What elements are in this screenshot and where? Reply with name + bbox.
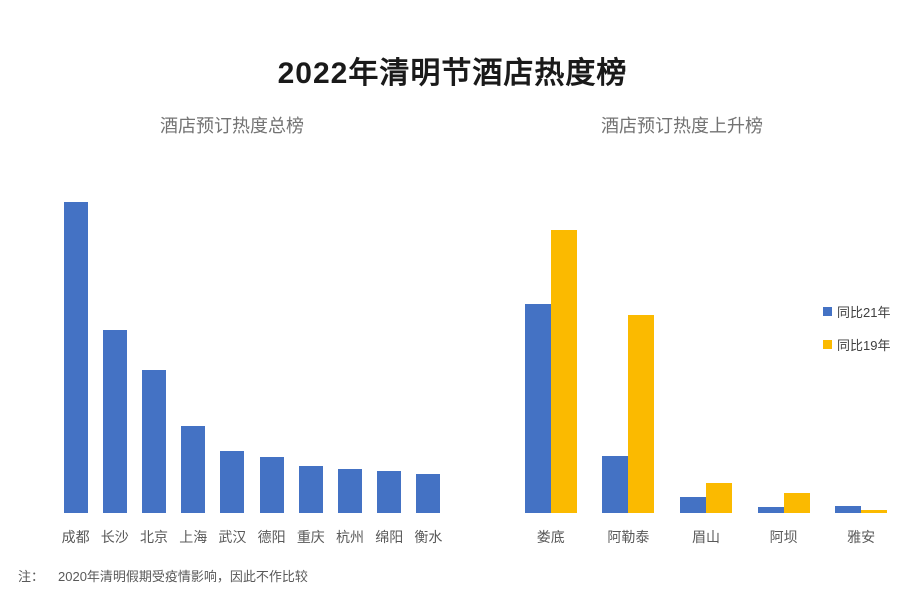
bar-group-雅安 [822,230,900,513]
rising-chart-x-axis: 娄底 阿勒泰 眉山 阿坝 雅安 [512,527,900,547]
total-chart-x-axis: 成都 长沙 北京 上海 武汉 德阳 重庆 杭州 绵阳 衡水 [56,527,448,547]
bar-北京-酒店预订热度 [142,369,166,513]
bar-group-绵阳 [370,202,409,513]
bar-group-德阳 [252,202,291,513]
bar-长沙-酒店预订热度 [102,329,127,513]
x-axis-label-重庆: 重庆 [296,529,325,545]
x-axis-label-长沙: 长沙 [100,529,129,545]
bar-cluster [298,202,323,513]
x-axis-label-杭州: 杭州 [336,529,365,545]
legend-label-yoy-2019: 同比19年 [837,338,891,353]
bar-武汉-酒店预订热度 [220,450,245,513]
legend-item-yoy-2021: 同比21年 [823,302,890,321]
x-axis-label-阿勒泰: 阿勒泰 [607,529,650,545]
bar-雅安-同比19年 [861,510,888,513]
legend-swatch-blue-icon [823,307,832,316]
bar-cluster [602,230,655,513]
bar-雅安-同比21年 [835,505,862,513]
rising-chart-plot [512,230,900,513]
bar-group-衡水 [409,202,448,513]
footnote-label: 注： [18,569,45,584]
bar-娄底-同比21年 [524,303,551,513]
bar-group-重庆 [291,202,330,513]
bar-眉山-同比21年 [679,497,706,513]
bar-cluster [63,202,88,513]
footnote-text: 2020年清明假期受疫情影响，因此不作比较 [58,569,308,584]
bar-cluster [181,202,206,513]
legend-label-yoy-2021: 同比21年 [837,305,891,320]
x-axis-label-阿坝: 阿坝 [769,529,798,545]
bar-衡水-酒店预订热度 [416,474,441,513]
bar-杭州-酒店预订热度 [338,469,363,513]
bar-cluster [757,230,810,513]
bar-德阳-酒店预订热度 [259,457,284,513]
footnote: 注： 2020年清明假期受疫情影响，因此不作比较 [18,566,308,585]
bar-cluster [524,230,577,513]
bar-group-阿坝 [745,230,823,513]
x-axis-label-成都: 成都 [61,529,90,545]
bar-成都-酒店预订热度 [63,202,88,513]
bar-眉山-同比19年 [705,483,732,513]
bar-阿勒泰-同比19年 [628,314,655,513]
total-chart-title: 酒店预订热度总榜 [160,116,304,136]
bar-cluster [102,202,127,513]
bar-阿勒泰-同比21年 [602,456,629,513]
legend-item-yoy-2019: 同比19年 [823,335,890,354]
bar-cluster [220,202,245,513]
bar-cluster [416,202,441,513]
x-axis-label-衡水: 衡水 [414,529,443,545]
x-axis-label-北京: 北京 [140,529,168,545]
bar-group-眉山 [667,230,745,513]
x-axis-label-德阳: 德阳 [257,529,286,545]
legend-swatch-yellow-icon [823,340,832,349]
bar-cluster [679,230,732,513]
x-axis-label-武汉: 武汉 [218,529,247,545]
bar-上海-酒店预订热度 [181,425,206,513]
bar-group-上海 [174,202,213,513]
bar-group-武汉 [213,202,252,513]
bar-阿坝-同比19年 [783,493,810,513]
bar-重庆-酒店预订热度 [298,466,323,513]
bar-group-杭州 [330,202,369,513]
bar-绵阳-酒店预订热度 [377,471,402,513]
bar-娄底-同比19年 [550,230,577,513]
x-axis-label-眉山: 眉山 [691,529,720,545]
bar-group-长沙 [95,202,134,513]
bar-group-成都 [56,202,95,513]
bar-cluster [377,202,402,513]
x-axis-label-绵阳: 绵阳 [375,529,404,545]
bar-group-北京 [134,202,173,513]
legend: 同比21年 同比19年 [823,302,890,368]
page-title: 2022年清明节酒店热度榜 [277,57,628,90]
bar-group-娄底 [512,230,590,513]
x-axis-label-雅安: 雅安 [847,529,876,545]
x-axis-label-上海: 上海 [179,529,208,545]
rising-chart-title: 酒店预订热度上升榜 [601,116,763,136]
bar-cluster [338,202,363,513]
bar-阿坝-同比21年 [757,507,784,513]
bar-cluster [259,202,284,513]
bar-cluster [142,202,166,513]
total-chart-plot [56,202,448,513]
bar-group-阿勒泰 [590,230,668,513]
bar-cluster [835,230,888,513]
x-axis-label-娄底: 娄底 [536,529,565,545]
